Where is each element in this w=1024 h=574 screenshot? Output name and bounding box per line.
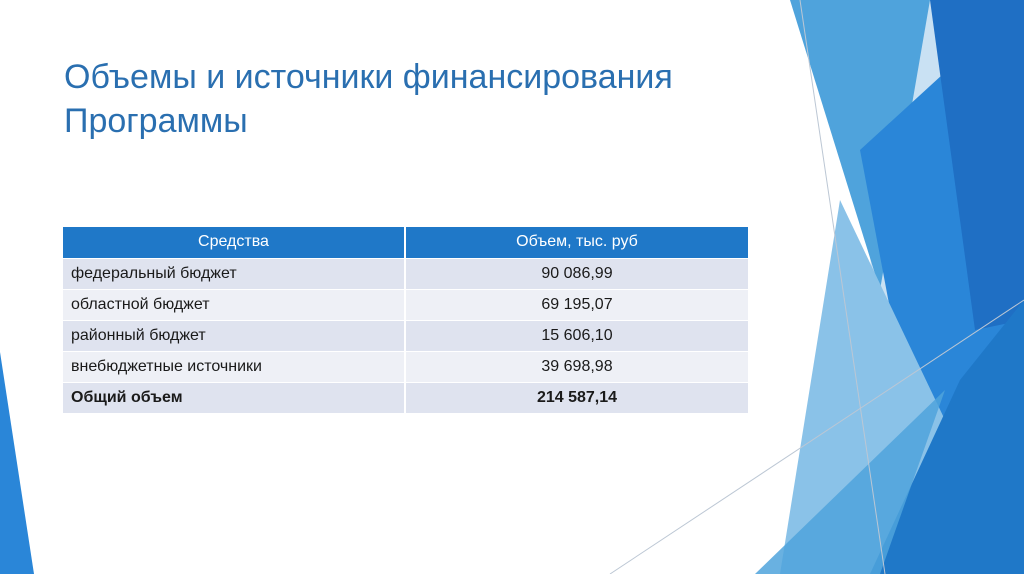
page-title-line-1: Объемы и источники финансирования xyxy=(64,58,673,96)
right-facet-bottom xyxy=(870,300,1024,574)
row-label: федеральный бюджет xyxy=(63,258,406,290)
page-title-line-2: Программы xyxy=(64,102,248,140)
table-total-row: Общий объем 214 587,14 xyxy=(63,382,748,414)
row-label: районный бюджет xyxy=(63,320,406,352)
right-facet-bottom-light xyxy=(755,390,945,574)
row-value: 69 195,07 xyxy=(405,289,748,321)
row-label: внебюджетные источники xyxy=(63,351,406,383)
right-facet-light xyxy=(795,0,1024,574)
row-label: областной бюджет xyxy=(63,289,406,321)
funding-table: Средства Объем, тыс. руб федеральный бюд… xyxy=(63,227,748,414)
table-row: федеральный бюджет 90 086,99 xyxy=(63,258,748,290)
right-facet-pale xyxy=(780,200,945,574)
table-row: областной бюджет 69 195,07 xyxy=(63,289,748,321)
right-facet-top xyxy=(790,0,930,290)
page-title: Объемы и источники финансирования Програ… xyxy=(64,55,764,143)
right-facet-deep xyxy=(930,0,1024,330)
total-label: Общий объем xyxy=(63,382,406,414)
row-value: 90 086,99 xyxy=(405,258,748,290)
column-header-amount: Объем, тыс. руб xyxy=(405,227,748,259)
row-value: 15 606,10 xyxy=(405,320,748,352)
row-value: 39 698,98 xyxy=(405,351,748,383)
right-facet-mid xyxy=(860,0,1024,574)
total-value: 214 587,14 xyxy=(405,382,748,414)
table-header-row: Средства Объем, тыс. руб xyxy=(63,227,748,259)
table-row: внебюджетные источники 39 698,98 xyxy=(63,351,748,383)
column-header-source: Средства xyxy=(63,227,406,259)
diagonal-line-1 xyxy=(799,0,886,574)
table-row: районный бюджет 15 606,10 xyxy=(63,320,748,352)
left-accent-shape xyxy=(0,352,34,574)
